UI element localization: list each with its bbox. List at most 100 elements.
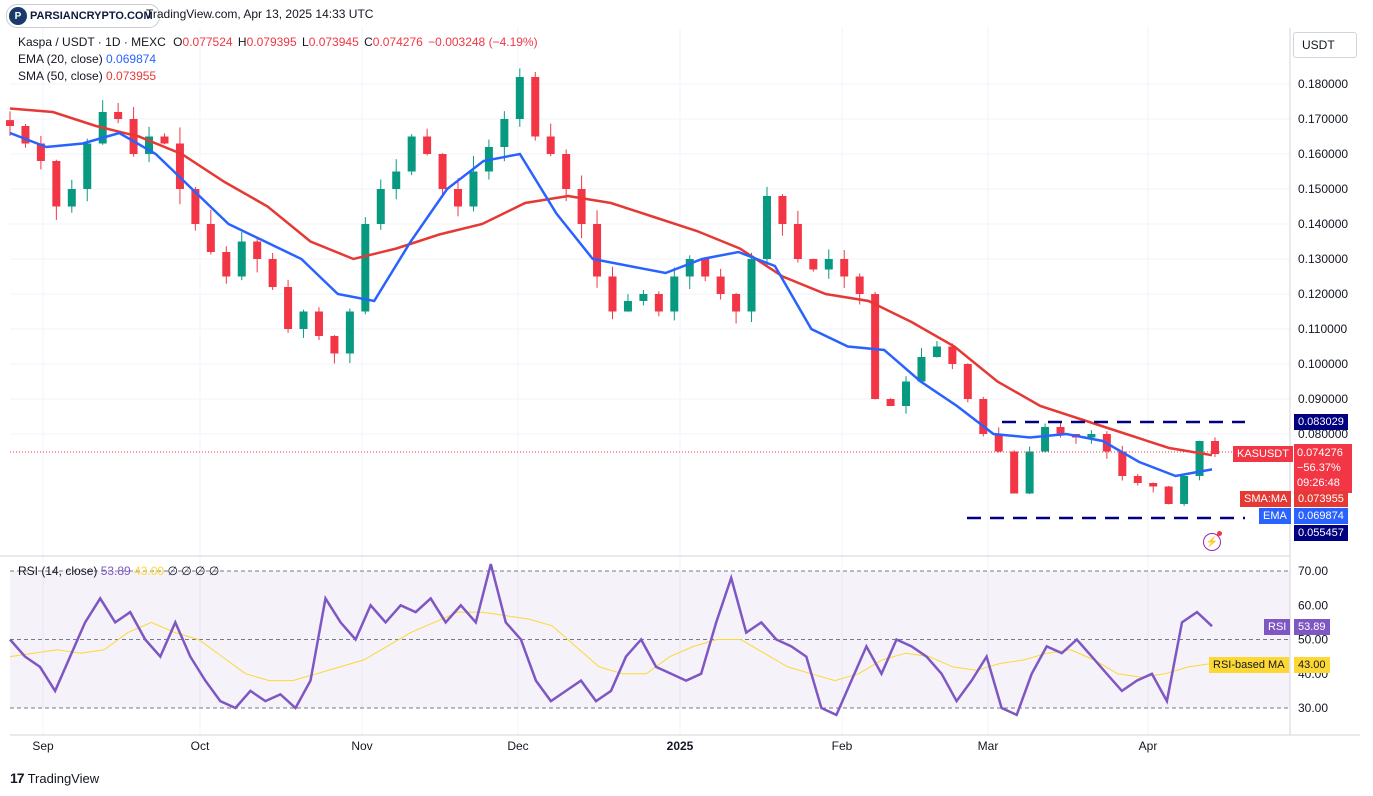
brand-logo[interactable]: P PARSIANCRYPTO.COM xyxy=(6,4,160,28)
candle-body xyxy=(979,399,988,434)
source-line: TradingView.com, Apr 13, 2025 14:33 UTC xyxy=(146,7,374,21)
candle-body xyxy=(83,143,92,189)
time-tick-label: Dec xyxy=(507,739,528,753)
candle-body xyxy=(747,259,756,312)
candle-body xyxy=(454,189,463,207)
candles xyxy=(6,68,1219,506)
candle-body xyxy=(824,259,833,270)
rsi-tick-label: 70.00 xyxy=(1298,564,1328,578)
candle-body xyxy=(1149,483,1158,487)
price-tick-label: 0.100000 xyxy=(1298,357,1348,371)
candle-body xyxy=(145,136,154,154)
price-tick-label: 0.120000 xyxy=(1298,287,1348,301)
price-tick-label: 0.090000 xyxy=(1298,392,1348,406)
time-tick-label: Oct xyxy=(191,739,210,753)
bar-countdown: 09:26:48 xyxy=(1297,477,1340,489)
resistance-price-tag: 0.083029 xyxy=(1294,414,1348,430)
candle-body xyxy=(500,119,509,147)
candle-body xyxy=(963,364,972,399)
candle-body xyxy=(1025,451,1034,494)
price-tick-label: 0.110000 xyxy=(1298,322,1347,336)
ohlc-close-label: C xyxy=(364,35,373,49)
candle-body xyxy=(515,77,524,119)
sma-legend-label: SMA (50, close) xyxy=(18,69,103,83)
candle-body xyxy=(1118,451,1127,476)
candle-body xyxy=(701,259,710,277)
rsi-ma-line xyxy=(9,611,1213,682)
candle-body xyxy=(392,171,401,189)
ohlc-open: 0.077524 xyxy=(182,35,233,49)
candle-body xyxy=(191,189,200,224)
time-tick-label: Sep xyxy=(32,739,54,753)
candle-body xyxy=(206,224,215,252)
candle-body xyxy=(716,276,725,294)
price-tick-label: 0.150000 xyxy=(1298,182,1348,196)
symbol-name-tag: KASUSDT xyxy=(1233,446,1293,462)
price-tick-label: 0.080000 xyxy=(1298,427,1348,441)
ema-legend[interactable]: EMA (20, close) 0.069874 xyxy=(18,51,156,67)
candle-body xyxy=(36,143,45,161)
rsi-tick-label: 30.00 xyxy=(1298,701,1328,715)
brand-logo-text: PARSIANCRYPTO.COM xyxy=(30,10,153,22)
ohlc-high-label: H xyxy=(237,35,247,49)
time-tick-label: Mar xyxy=(978,739,999,753)
candle-body xyxy=(222,252,231,277)
candle-body xyxy=(732,294,741,312)
candle-body xyxy=(593,224,602,277)
candle-body xyxy=(160,136,169,144)
candle-body xyxy=(1180,476,1189,504)
price-tick-label: 0.170000 xyxy=(1298,112,1348,126)
candle-body xyxy=(1056,427,1065,434)
time-tick-label: 2025 xyxy=(667,739,694,753)
rsi-legend-value: 53.89 xyxy=(100,564,131,578)
sma-legend[interactable]: SMA (50, close) 0.073955 xyxy=(18,68,156,84)
rsi-tag: RSI xyxy=(1264,619,1291,635)
candle-body xyxy=(423,136,432,154)
candle-body xyxy=(237,241,246,277)
price-tick-label: 0.180000 xyxy=(1298,77,1348,91)
tradingview-footer-text: TradingView xyxy=(27,770,100,786)
candle-body xyxy=(871,294,880,399)
last-price-change: −56.37% xyxy=(1297,462,1341,474)
ohlc-close: 0.074276 xyxy=(372,35,423,49)
time-tick-label: Feb xyxy=(832,739,853,753)
rsi-tick-label: 60.00 xyxy=(1298,598,1328,612)
candle-body xyxy=(886,399,895,406)
ohlc-change: −0.003248 (−4.19%) xyxy=(428,35,538,49)
last-price-tag: 0.074276 −56.37% 09:26:48 xyxy=(1294,444,1352,493)
price-tick-label: 0.160000 xyxy=(1298,147,1348,161)
candle-body xyxy=(175,143,184,189)
sma-ma-tag: SMA:MA xyxy=(1240,491,1292,507)
candle-body xyxy=(546,136,555,154)
rsi-tick-label: 50.00 xyxy=(1298,633,1328,647)
price-tick-label: 0.140000 xyxy=(1298,217,1348,231)
candle-body xyxy=(577,189,586,224)
candle-body xyxy=(793,224,802,259)
rsi-value-tag: 53.89 xyxy=(1294,619,1330,635)
candle-body xyxy=(685,259,694,277)
lightning-icon[interactable]: ⚡ xyxy=(1203,533,1221,551)
candle-body xyxy=(1041,427,1050,452)
currency-unit-button[interactable]: USDT xyxy=(1293,32,1357,58)
sma-price-tag: 0.073955 xyxy=(1294,491,1348,507)
candle-body xyxy=(314,311,323,336)
time-tick-label: Apr xyxy=(1139,739,1158,753)
candle-body xyxy=(932,346,941,357)
tradingview-logo-icon: 17 xyxy=(10,770,25,786)
time-tick-label: Nov xyxy=(351,739,372,753)
ohlc-low: 0.073945 xyxy=(308,35,359,49)
ema-tag: EMA xyxy=(1259,508,1291,524)
tradingview-footer[interactable]: 17 TradingView xyxy=(10,770,99,786)
candle-body xyxy=(917,357,926,382)
symbol-legend[interactable]: Kaspa / USDT · 1D · MEXC O0.077524 H0.07… xyxy=(18,34,538,50)
candle-body xyxy=(1211,441,1219,455)
candle-body xyxy=(284,287,293,329)
rsi-legend[interactable]: RSI (14, close) 53.89 43.00 ∅ ∅ ∅ ∅ xyxy=(18,563,219,579)
candle-body xyxy=(778,196,787,224)
candle-body xyxy=(330,336,339,354)
candle-body xyxy=(1133,476,1142,483)
rsi-ma-tag: RSI-based MA xyxy=(1209,657,1289,673)
candle-body xyxy=(1087,434,1096,438)
candle-body xyxy=(531,77,540,137)
